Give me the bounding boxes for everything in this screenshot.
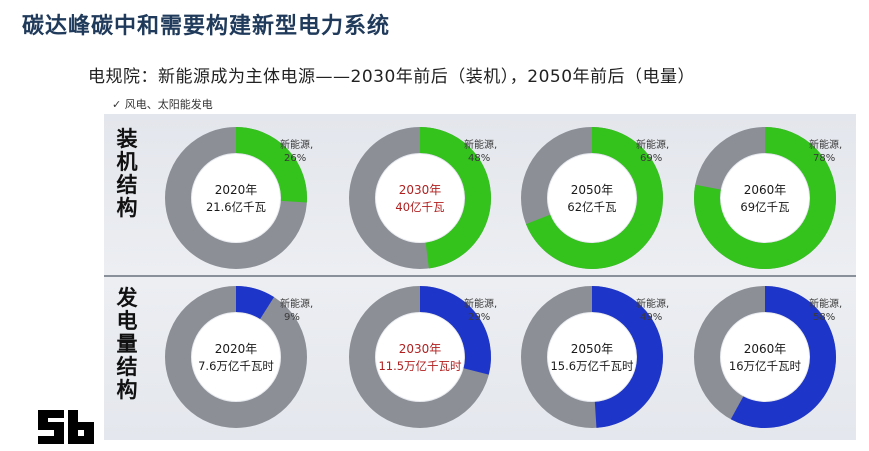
slice-label: 新能源, <box>636 297 669 310</box>
donut-center <box>376 154 464 242</box>
donut-total-label: 15.6万亿千瓦时 <box>550 359 634 373</box>
slice-percent-label: 49% <box>640 312 662 323</box>
donut-slice-new-energy <box>694 127 836 269</box>
donut-center <box>548 313 636 401</box>
donut-center <box>721 313 809 401</box>
row-label-generation: 发电量结构 <box>114 287 140 402</box>
donut-total-label: 40亿千瓦 <box>395 200 444 214</box>
donut-generation-0: 2020年 7.6万亿千瓦时 新能源, 9% <box>165 286 313 428</box>
donut-year-label: 2060年 <box>744 183 787 197</box>
donut-center <box>376 313 464 401</box>
slice-label: 新能源, <box>280 297 313 310</box>
donut-capacity-1: 2030年 40亿千瓦 新能源, 48% <box>349 127 497 269</box>
donut-center <box>192 313 280 401</box>
row-label-char: 构 <box>116 196 138 220</box>
donut-slice-new-energy <box>419 286 491 375</box>
donut-year-label: 2050年 <box>571 342 614 356</box>
donut-year-label: 2020年 <box>215 342 258 356</box>
row-label-char: 结 <box>116 173 138 197</box>
donut-slice-new-energy <box>591 286 663 428</box>
page-subtitle: 电规院：新能源成为主体电源——2030年前后（装机），2050年前后（电量） <box>88 67 696 87</box>
slice-label: 新能源, <box>464 297 497 310</box>
donut-slice-new-energy <box>235 286 275 320</box>
slice-percent-label: 58% <box>813 312 835 323</box>
slice-label: 新能源, <box>464 138 497 151</box>
row-label-capacity: 装机结构 <box>114 128 140 220</box>
donut-total-label: 11.5万亿千瓦时 <box>378 359 462 373</box>
donut-year-label: 2030年 <box>399 342 442 356</box>
row-label-char: 机 <box>116 150 138 174</box>
row-label-generation-text: 发电量结构 <box>114 287 140 402</box>
slice-percent-label: 69% <box>640 153 662 164</box>
donut-slice-new-energy <box>235 127 307 203</box>
donut-year-label: 2050年 <box>571 183 614 197</box>
slice-percent-label: 29% <box>468 312 490 323</box>
donut-total-label: 16万亿千瓦时 <box>729 359 802 373</box>
slice-label: 新能源, <box>280 138 313 151</box>
slice-percent-label: 78% <box>813 153 835 164</box>
donut-generation-3: 2060年 16万亿千瓦时 新能源, 58% <box>694 286 842 428</box>
donut-slice-new-energy <box>525 127 663 269</box>
slice-label: 新能源, <box>809 297 842 310</box>
donut-total-label: 21.6亿千瓦 <box>206 200 266 214</box>
row-label-capacity-text: 装机结构 <box>114 128 140 220</box>
slice-percent-label: 48% <box>468 153 490 164</box>
source-note: ✓ 风电、太阳能发电 <box>112 98 213 111</box>
donut-total-label: 7.6万亿千瓦时 <box>198 359 274 373</box>
donut-center <box>721 154 809 242</box>
donut-slice-new-energy <box>730 286 836 428</box>
donut-generation-2: 2050年 15.6万亿千瓦时 新能源, 49% <box>521 286 669 428</box>
donut-center <box>548 154 636 242</box>
donut-capacity-3: 2060年 69亿千瓦 新能源, 78% <box>694 127 842 269</box>
donut-capacity-0: 2020年 21.6亿千瓦 新能源, 26% <box>165 127 313 269</box>
donut-generation-1: 2030年 11.5万亿千瓦时 新能源, 29% <box>349 286 497 428</box>
row-label-char: 发 <box>116 286 138 310</box>
donut-slice-new-energy <box>419 127 491 269</box>
row-label-char: 电 <box>116 309 138 333</box>
donut-year-label: 2030年 <box>399 183 442 197</box>
donut-total-label: 62亿千瓦 <box>567 200 616 214</box>
slice-label: 新能源, <box>809 138 842 151</box>
row-label-char: 装 <box>116 127 138 151</box>
logo-icon <box>38 410 94 444</box>
row-label-char: 量 <box>116 332 138 356</box>
page-title: 碳达峰碳中和需要构建新型电力系统 <box>22 14 391 39</box>
donut-capacity-2: 2050年 62亿千瓦 新能源, 69% <box>521 127 669 269</box>
donut-year-label: 2020年 <box>215 183 258 197</box>
row-divider <box>104 275 856 277</box>
slice-percent-label: 26% <box>284 153 306 164</box>
row-label-char: 构 <box>116 378 138 402</box>
slice-label: 新能源, <box>636 138 669 151</box>
donut-year-label: 2060年 <box>744 342 787 356</box>
donut-center <box>192 154 280 242</box>
slice-percent-label: 9% <box>284 312 300 323</box>
donut-total-label: 69亿千瓦 <box>740 200 789 214</box>
row-label-char: 结 <box>116 355 138 379</box>
